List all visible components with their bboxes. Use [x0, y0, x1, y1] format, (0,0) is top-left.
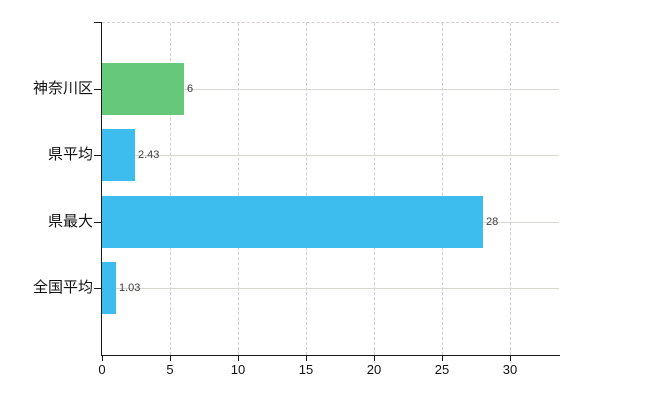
x-tick-label: 0 [98, 362, 106, 377]
bar-value-label: 1.03 [119, 282, 141, 294]
x-axis-tick [442, 356, 443, 361]
bar-value-label: 28 [486, 216, 499, 228]
horizontal-gridline [102, 288, 559, 289]
vertical-gridline [441, 23, 443, 355]
category-label: 県平均 [47, 146, 93, 163]
bar-category-2 [102, 196, 483, 248]
x-axis-tick [170, 356, 171, 361]
vertical-gridline [373, 23, 375, 355]
x-axis-line [101, 355, 560, 356]
vertical-gridline [237, 23, 239, 355]
bar-value-label: 6 [187, 83, 194, 95]
x-axis-tick [102, 356, 103, 361]
x-tick-label: 5 [166, 362, 174, 377]
x-axis-tick [306, 356, 307, 361]
bar-category-1 [102, 129, 135, 181]
x-tick-label: 20 [366, 362, 382, 377]
bar-category-3 [102, 262, 116, 314]
x-axis-tick [238, 356, 239, 361]
x-tick-label: 25 [434, 362, 450, 377]
vertical-gridline [509, 23, 511, 355]
y-axis-tick [94, 155, 101, 156]
bar-value-label: 2.43 [138, 149, 160, 161]
y-axis-line [101, 22, 102, 356]
horizontal-gridline [102, 155, 559, 156]
bar-category-0 [102, 63, 184, 115]
x-axis-tick [374, 356, 375, 361]
plot-area: 6 2.43 28 1.03 [102, 22, 559, 355]
y-axis-tick [94, 288, 101, 289]
vertical-gridline [169, 23, 171, 355]
x-axis-tick [510, 356, 511, 361]
x-tick-label: 15 [298, 362, 314, 377]
x-tick-label: 30 [502, 362, 518, 377]
vertical-gridline [305, 23, 307, 355]
category-label: 全国平均 [32, 279, 93, 296]
y-axis-tick [94, 89, 101, 90]
horizontal-gridline [102, 89, 559, 90]
y-axis-tick [94, 22, 101, 23]
category-label: 県最大 [47, 213, 93, 230]
x-tick-label: 10 [230, 362, 246, 377]
y-axis-tick [94, 222, 101, 223]
category-label: 神奈川区 [32, 80, 93, 97]
